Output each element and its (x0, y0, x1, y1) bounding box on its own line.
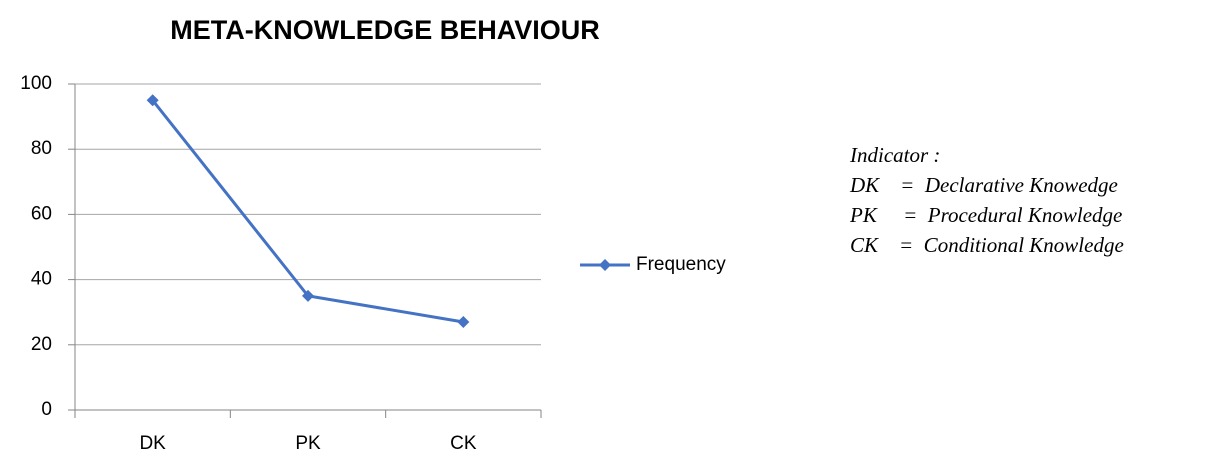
annotation: Indicator : (849, 143, 940, 167)
legend-marker (599, 259, 611, 271)
legend-label: Frequency (636, 254, 726, 275)
marker (457, 315, 470, 328)
annotation: PK = Procedural Knowledge (849, 203, 1122, 227)
x-tick-label: DK (139, 433, 166, 452)
y-tick-label: 20 (31, 334, 52, 355)
x-tick-label: CK (450, 433, 477, 452)
annotation: CK = Conditional Knowledge (850, 233, 1124, 257)
y-tick-label: 0 (41, 399, 52, 420)
marker (302, 289, 314, 302)
x-tick-label: PK (295, 433, 321, 452)
chart-title: META-KNOWLEDGE BEHAVIOUR (170, 15, 599, 45)
line (151, 99, 464, 324)
marker (146, 94, 159, 107)
y-tick-label: 100 (20, 73, 52, 94)
annotation: DK = Declarative Knowedge (849, 173, 1118, 197)
y-tick-label: 60 (31, 203, 52, 224)
y-tick-label: 40 (31, 269, 52, 290)
y-tick-label: 80 (31, 138, 52, 159)
